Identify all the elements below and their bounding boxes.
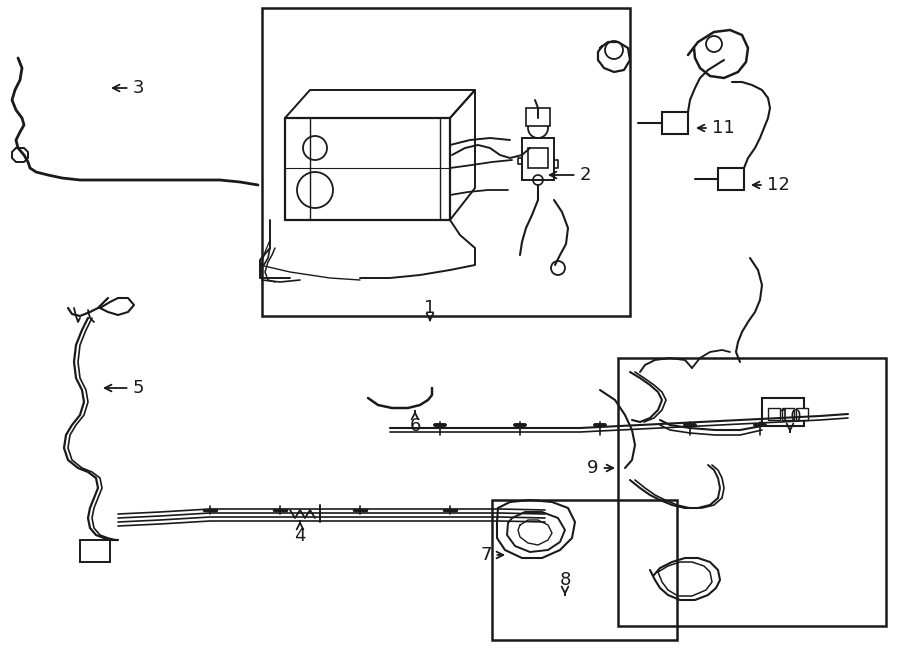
Text: 2: 2 [550,166,590,184]
Bar [768,408,780,420]
Bar [80,540,110,562]
Bar [526,108,550,126]
Text: 11: 11 [698,119,734,137]
Text: 4: 4 [294,522,306,545]
Text: 8: 8 [559,571,571,595]
Bar [762,398,804,426]
Bar [662,112,688,134]
Text: 10: 10 [778,408,801,432]
Bar [718,168,744,190]
Text: 1: 1 [424,299,436,321]
Bar [528,148,548,168]
Bar [618,358,886,626]
Bar [522,138,554,180]
Bar [492,500,677,640]
Text: 12: 12 [752,176,789,194]
Bar [782,408,794,420]
Text: 3: 3 [112,79,144,97]
Text: 7: 7 [481,546,503,564]
Text: 6: 6 [410,411,420,435]
Text: 9: 9 [587,459,613,477]
Bar [262,8,630,316]
Text: 5: 5 [104,379,144,397]
Bar [796,408,808,420]
